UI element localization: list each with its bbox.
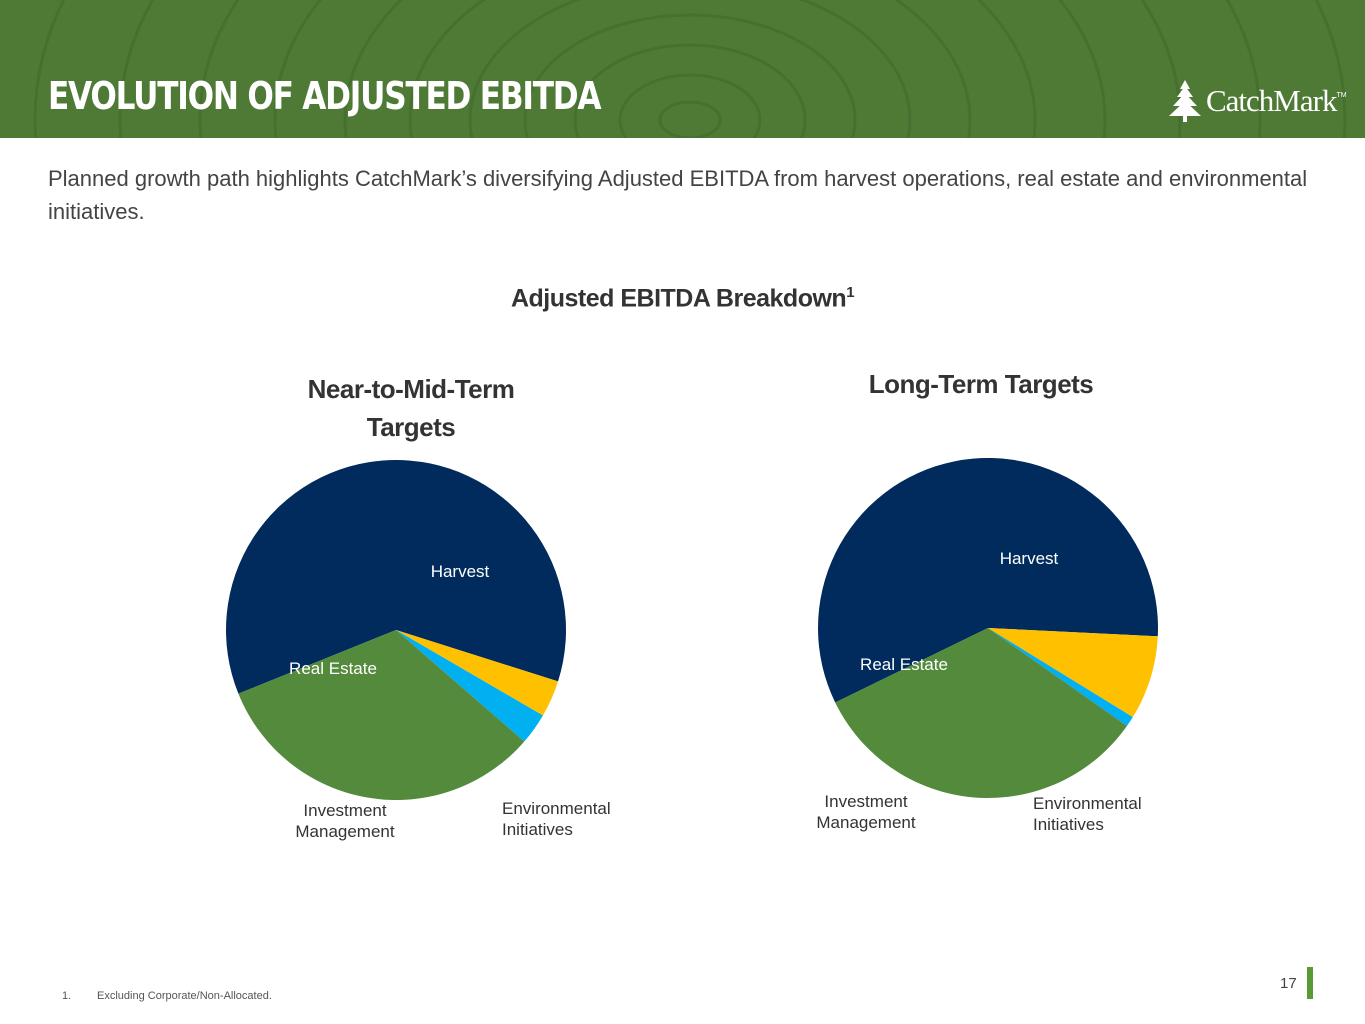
pie-label-line: Harvest: [1000, 549, 1059, 568]
subtitle-text: Planned growth path highlights CatchMark…: [48, 166, 1308, 224]
pie-slice-harvest: [817, 457, 1158, 703]
pie-slice-environmental-initiatives: [988, 628, 1158, 718]
pie-label-line: Investment: [303, 801, 386, 820]
pie-title-line: Targets: [366, 412, 456, 442]
pie-label-line: Harvest: [431, 562, 490, 581]
pie-label-line: Real Estate: [289, 659, 377, 678]
chart-heading-text: Adjusted EBITDA Breakdown: [510, 284, 847, 313]
pie-title-long-term: Long-Term Targets: [831, 365, 1131, 403]
pie-title-line: Long-Term Targets: [868, 369, 1094, 399]
pie-label-environmental-initiatives: Environmental Initiatives: [502, 799, 611, 839]
footnote-text: Excluding Corporate/Non-Allocated.: [97, 990, 272, 1002]
logo-text: CatchMark: [1206, 83, 1337, 118]
pie-label-harvest: Harvest: [431, 562, 490, 581]
pie-label-line: Environmental: [502, 799, 611, 818]
pie-label-line: Environmental: [1033, 794, 1142, 813]
pie-label-line: Management: [816, 813, 916, 832]
page-number: 17: [1280, 975, 1297, 992]
pie-slice-real-estate: [238, 630, 525, 800]
pie-label-investment-management: Investment Management: [816, 792, 916, 832]
pie-slice-real-estate: [835, 628, 1127, 798]
page-number-bar: [1307, 967, 1313, 999]
pie-label-harvest: Harvest: [1000, 549, 1059, 568]
pie-label-line: Management: [295, 822, 395, 841]
logo-trademark: TM: [1336, 92, 1347, 99]
footnote-number: 1.: [62, 990, 72, 1002]
tree-logo-icon: [1169, 80, 1201, 122]
pie-slice-investment-management: [988, 628, 1133, 726]
chart-heading-footnote-ref: 1: [846, 284, 855, 301]
header-banner: EVOLUTION OF ADJUSTED EBITDA CatchMark T…: [0, 0, 1365, 138]
pie-title-line: Near-to-Mid-Term: [307, 374, 515, 404]
pie-slice-investment-management: [396, 630, 543, 742]
tree-ring-pattern: [33, 0, 1347, 138]
footnote: 1. Excluding Corporate/Non-Allocated.: [62, 990, 272, 1002]
pie-label-real-estate: Real Estate: [860, 655, 948, 674]
pie-label-line: Investment: [824, 792, 907, 811]
pie-chart-1: Harvest Environmental Initiatives Investmen…: [816, 457, 1158, 834]
pie-label-line: Initiatives: [502, 820, 573, 839]
pie-label-line: Real Estate: [860, 655, 948, 674]
chart-heading: Adjusted EBITDA Breakdown1: [0, 284, 1365, 313]
catchmark-logo: CatchMark TM: [1168, 78, 1347, 124]
pie-label-environmental-initiatives: Environmental Initiatives: [1033, 794, 1142, 834]
pie-label-real-estate: Real Estate: [289, 659, 377, 678]
pie-chart-0: Harvest Environmental Initiatives Investmen…: [226, 460, 611, 841]
pie-label-investment-management: Investment Management: [295, 801, 395, 841]
pie-label-line: Initiatives: [1033, 815, 1104, 834]
pie-slice-harvest: [226, 460, 566, 694]
page-title: EVOLUTION OF ADJUSTED EBITDA: [48, 74, 602, 118]
pie-slice-environmental-initiatives: [396, 630, 559, 716]
pie-title-near-term: Near-to-Mid-Term Targets: [261, 370, 561, 446]
